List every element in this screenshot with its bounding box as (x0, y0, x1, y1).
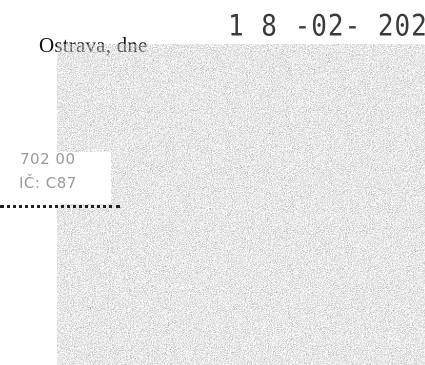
dotted-signature-line (0, 205, 120, 208)
place-and-date-label: Ostrava, dne (39, 33, 148, 57)
company-id-fragment: IČ: C87 (19, 174, 77, 192)
date-stamp: 1 8 -02- 2022 (228, 9, 425, 44)
address-fragment: 702 00 IČ: C87 (17, 152, 111, 204)
postal-code: 702 00 (20, 150, 76, 168)
